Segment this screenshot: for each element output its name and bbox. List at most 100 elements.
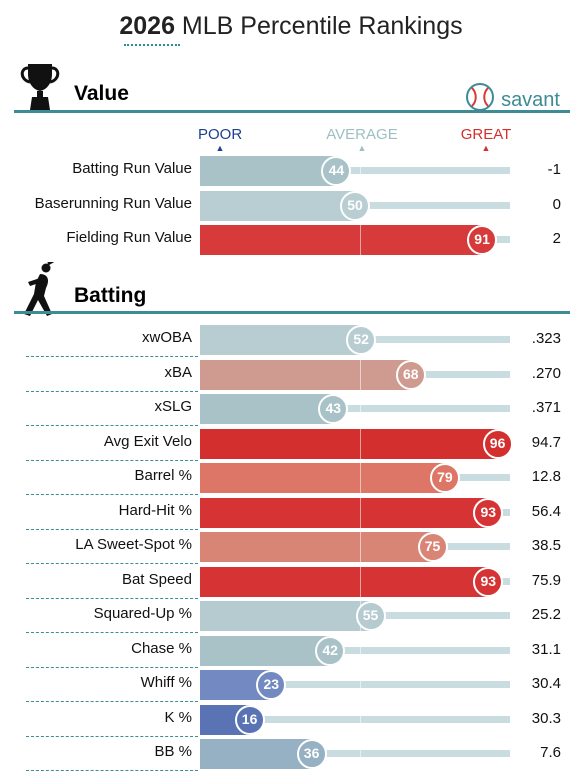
average-line — [360, 428, 361, 459]
percentile-bar — [200, 394, 334, 424]
metric-label: K % — [164, 708, 192, 726]
metric-value: .270 — [531, 364, 561, 382]
percentile-bubble[interactable]: 96 — [482, 428, 513, 459]
title-underline — [124, 44, 180, 46]
percentile-bar — [200, 635, 331, 666]
metric-row-baserunning-run-value[interactable]: Baserunning Run Value 50 0 — [0, 190, 582, 221]
metric-row-avg-exit-velo[interactable]: Avg Exit Velo 96 94.7 — [0, 428, 582, 461]
metric-label: Avg Exit Velo — [103, 432, 192, 450]
percentile-bubble[interactable]: 91 — [467, 225, 498, 255]
metric-label: Squared-Up % — [93, 605, 192, 622]
metric-value: 2 — [552, 230, 561, 247]
percentile-bubble[interactable]: 93 — [473, 566, 504, 597]
page-title: 2026 MLB Percentile Rankings — [0, 12, 582, 41]
metric-label: xBA — [164, 363, 192, 381]
metric-row-bat-speed[interactable]: Bat Speed 93 75.9 — [0, 566, 582, 599]
metric-row-chase-pct[interactable]: Chase % 42 31.1 — [0, 635, 582, 668]
value-section-rule — [14, 110, 570, 113]
metric-row-xba[interactable]: xBA 68 .270 — [0, 359, 582, 392]
percentile-bubble[interactable]: 16 — [234, 704, 265, 735]
row-divider — [26, 494, 198, 495]
metric-row-bb-pct[interactable]: BB % 36 7.6 — [0, 739, 582, 771]
metric-value: 12.8 — [531, 468, 561, 485]
average-line — [360, 359, 361, 390]
metric-value: 30.3 — [531, 709, 561, 727]
percentile-bar — [200, 190, 355, 221]
average-line — [360, 739, 361, 769]
metric-label: Fielding Run Value — [66, 229, 192, 246]
row-divider — [26, 597, 198, 599]
metric-value: 25.2 — [531, 606, 561, 623]
metric-row-la-sweet-spot-pct[interactable]: LA Sweet-Spot % 75 38.5 — [0, 532, 582, 564]
percentile-bubble[interactable]: 55 — [355, 601, 386, 631]
percentile-bar — [200, 428, 498, 459]
metric-row-k-pct[interactable]: K % 16 30.3 — [0, 704, 582, 737]
percentile-bubble[interactable]: 23 — [256, 670, 287, 700]
metric-row-fielding-run-value[interactable]: Fielding Run Value 91 2 — [0, 225, 582, 255]
metric-value: .371 — [531, 399, 561, 416]
metric-value: 56.4 — [531, 502, 561, 520]
scale-average-label: AVERAGE — [326, 126, 398, 143]
metric-row-xwoba[interactable]: xwOBA 52 .323 — [0, 325, 582, 357]
percentile-track — [200, 405, 510, 412]
metric-row-squared-up-pct[interactable]: Squared-Up % 55 25.2 — [0, 601, 582, 633]
percentile-track — [200, 750, 510, 757]
percentile-bar — [200, 225, 483, 255]
percentile-bubble[interactable]: 36 — [296, 739, 327, 769]
row-divider — [26, 356, 198, 357]
percentile-bar — [200, 566, 489, 597]
row-divider — [26, 459, 198, 461]
percentile-bar — [200, 497, 489, 528]
metric-value: 30.4 — [531, 675, 561, 692]
percentile-track — [200, 715, 510, 723]
row-divider — [26, 770, 198, 771]
average-line — [360, 394, 361, 424]
metric-value: 31.1 — [531, 640, 561, 658]
metric-label: Baserunning Run Value — [34, 194, 192, 212]
scale-poor-label: POOR — [198, 126, 243, 143]
percentile-bar — [200, 359, 411, 390]
metric-row-xslg[interactable]: xSLG 43 .371 — [0, 394, 582, 426]
percentile-bubble[interactable]: 79 — [429, 463, 460, 493]
percentile-bubble[interactable]: 50 — [340, 190, 370, 221]
average-line — [360, 635, 361, 666]
metric-label: Batting Run Value — [72, 160, 192, 177]
metric-row-hard-hit-pct[interactable]: Hard-Hit % 93 56.4 — [0, 497, 582, 530]
scale-great: GREAT ▲ — [458, 126, 514, 153]
batting-section-rule — [14, 311, 570, 314]
scale-great-label: GREAT — [460, 126, 512, 143]
percentile-bubble[interactable]: 52 — [346, 325, 377, 355]
percentile-bubble[interactable]: 75 — [417, 532, 448, 562]
average-line — [360, 566, 361, 597]
batter-icon — [18, 256, 62, 323]
metric-row-whiff-pct[interactable]: Whiff % 23 30.4 — [0, 670, 582, 702]
metric-label: LA Sweet-Spot % — [75, 536, 192, 553]
metric-label: xwOBA — [141, 329, 192, 346]
poor-arrow-icon: ▲ — [215, 143, 225, 153]
scale-average: AVERAGE ▲ — [322, 126, 402, 153]
average-line — [360, 670, 361, 700]
average-line — [360, 497, 361, 528]
percentile-bubble[interactable]: 68 — [395, 359, 426, 390]
metric-value: 94.7 — [531, 433, 561, 451]
row-divider — [26, 701, 198, 702]
metric-row-barrel-pct[interactable]: Barrel % 79 12.8 — [0, 463, 582, 495]
row-divider — [26, 735, 198, 737]
percentile-bubble[interactable]: 43 — [318, 394, 349, 424]
metric-label: Whiff % — [140, 674, 192, 691]
percentile-bar — [200, 463, 445, 493]
metric-row-batting-run-value[interactable]: Batting Run Value 44 -1 — [0, 156, 582, 186]
trophy-icon — [18, 60, 62, 117]
metric-label: Chase % — [131, 639, 192, 657]
average-line — [360, 463, 361, 493]
percentile-bar — [200, 325, 362, 355]
percentile-bubble[interactable]: 42 — [315, 635, 346, 666]
percentile-bar — [200, 601, 371, 631]
savant-label: savant — [501, 88, 560, 111]
percentile-bubble[interactable]: 44 — [321, 156, 352, 186]
scale-poor: POOR ▲ — [198, 126, 242, 153]
section-title-batting: Batting — [74, 284, 147, 307]
metric-label: Hard-Hit % — [118, 501, 192, 519]
percentile-bubble[interactable]: 93 — [473, 497, 504, 528]
percentile-bar — [200, 156, 337, 186]
